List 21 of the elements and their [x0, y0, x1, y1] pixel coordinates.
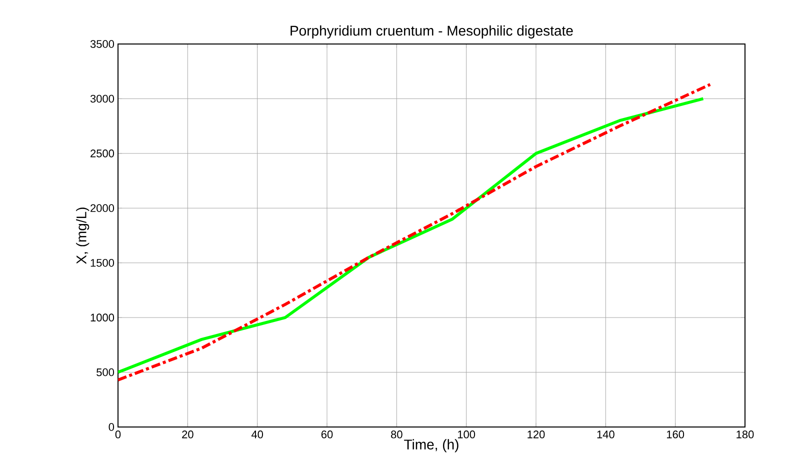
- x-tick-label: 160: [666, 430, 684, 438]
- x-tick-label: 80: [391, 430, 402, 438]
- y-tick-label: 2000: [90, 204, 114, 212]
- y-tick-label: 3000: [90, 94, 114, 103]
- x-tick-label: 140: [597, 430, 614, 438]
- y-tick-label: 500: [96, 368, 114, 376]
- y-tick-label: 0: [108, 423, 114, 431]
- x-tick-label: 0: [115, 430, 121, 438]
- chart-title: Porphyridium cruentum - Mesophilic digestate: [290, 25, 573, 38]
- y-tick-label: 3500: [90, 40, 114, 48]
- y-tick-label: 1000: [90, 314, 114, 322]
- x-tick-label: 20: [182, 430, 194, 438]
- x-tick-label: 100: [458, 430, 476, 438]
- y-tick-label: 2500: [90, 150, 114, 158]
- x-tick-label: 60: [321, 430, 333, 438]
- x-axis-title: Time, (h): [404, 439, 458, 452]
- x-tick-label: 40: [251, 430, 264, 438]
- x-tick-label: 180: [736, 430, 754, 438]
- x-tick-label: 120: [528, 430, 545, 438]
- y-tick-label: 1500: [90, 258, 114, 267]
- y-axis-title: X, (mg/L): [76, 208, 90, 264]
